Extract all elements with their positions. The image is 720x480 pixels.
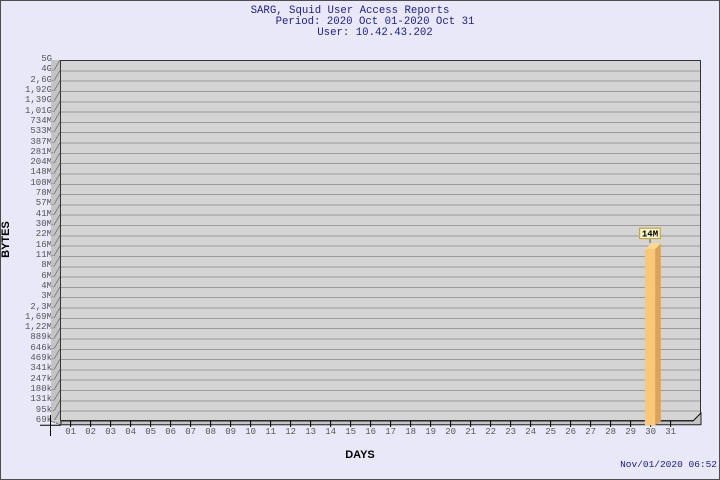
svg-text:14M: 14M (642, 230, 658, 240)
svg-text:BYTES: BYTES (0, 221, 12, 258)
